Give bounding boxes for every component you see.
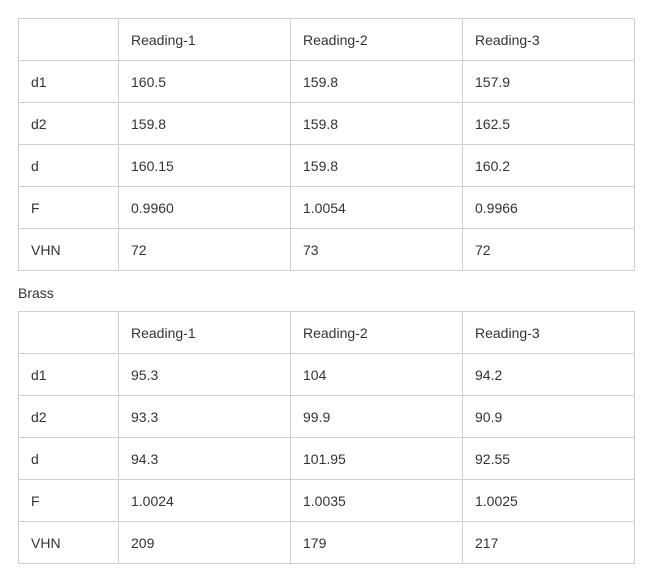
col-header	[19, 312, 119, 354]
cell: 72	[463, 229, 635, 271]
row-label: d	[19, 438, 119, 480]
row-label: d2	[19, 396, 119, 438]
cell: 159.8	[291, 145, 463, 187]
table-row: d2 93.3 99.9 90.9	[19, 396, 635, 438]
cell: 160.5	[119, 61, 291, 103]
cell: 159.8	[119, 103, 291, 145]
cell: 217	[463, 522, 635, 564]
cell: 159.8	[291, 61, 463, 103]
col-header: Reading-1	[119, 19, 291, 61]
cell: 0.9966	[463, 187, 635, 229]
cell: 209	[119, 522, 291, 564]
cell: 95.3	[119, 354, 291, 396]
table-row: d 94.3 101.95 92.55	[19, 438, 635, 480]
col-header: Reading-3	[463, 312, 635, 354]
cell: 1.0025	[463, 480, 635, 522]
row-label: F	[19, 187, 119, 229]
table-row: d2 159.8 159.8 162.5	[19, 103, 635, 145]
row-label: F	[19, 480, 119, 522]
cell: 73	[291, 229, 463, 271]
row-label: d	[19, 145, 119, 187]
cell: 94.2	[463, 354, 635, 396]
cell: 92.55	[463, 438, 635, 480]
cell: 101.95	[291, 438, 463, 480]
table-header-row: Reading-1 Reading-2 Reading-3	[19, 19, 635, 61]
row-label: d2	[19, 103, 119, 145]
cell: 1.0035	[291, 480, 463, 522]
cell: 1.0024	[119, 480, 291, 522]
row-label: d1	[19, 354, 119, 396]
row-label: d1	[19, 61, 119, 103]
col-header: Reading-2	[291, 19, 463, 61]
col-header: Reading-3	[463, 19, 635, 61]
data-table-1: Reading-1 Reading-2 Reading-3 d1 95.3 10…	[18, 311, 635, 564]
cell: 104	[291, 354, 463, 396]
cell: 159.8	[291, 103, 463, 145]
cell: 179	[291, 522, 463, 564]
table-row: VHN 72 73 72	[19, 229, 635, 271]
table-row: d1 95.3 104 94.2	[19, 354, 635, 396]
table-row: F 0.9960 1.0054 0.9966	[19, 187, 635, 229]
row-label: VHN	[19, 522, 119, 564]
col-header	[19, 19, 119, 61]
cell: 72	[119, 229, 291, 271]
cell: 94.3	[119, 438, 291, 480]
table-row: F 1.0024 1.0035 1.0025	[19, 480, 635, 522]
cell: 157.9	[463, 61, 635, 103]
row-label: VHN	[19, 229, 119, 271]
cell: 93.3	[119, 396, 291, 438]
col-header: Reading-2	[291, 312, 463, 354]
col-header: Reading-1	[119, 312, 291, 354]
cell: 90.9	[463, 396, 635, 438]
cell: 160.2	[463, 145, 635, 187]
cell: 99.9	[291, 396, 463, 438]
table-row: d1 160.5 159.8 157.9	[19, 61, 635, 103]
data-table-0: Reading-1 Reading-2 Reading-3 d1 160.5 1…	[18, 18, 635, 271]
cell: 1.0054	[291, 187, 463, 229]
cell: 162.5	[463, 103, 635, 145]
table-row: VHN 209 179 217	[19, 522, 635, 564]
cell: 160.15	[119, 145, 291, 187]
cell: 0.9960	[119, 187, 291, 229]
table-header-row: Reading-1 Reading-2 Reading-3	[19, 312, 635, 354]
table-row: d 160.15 159.8 160.2	[19, 145, 635, 187]
section-label-brass: Brass	[18, 285, 632, 301]
